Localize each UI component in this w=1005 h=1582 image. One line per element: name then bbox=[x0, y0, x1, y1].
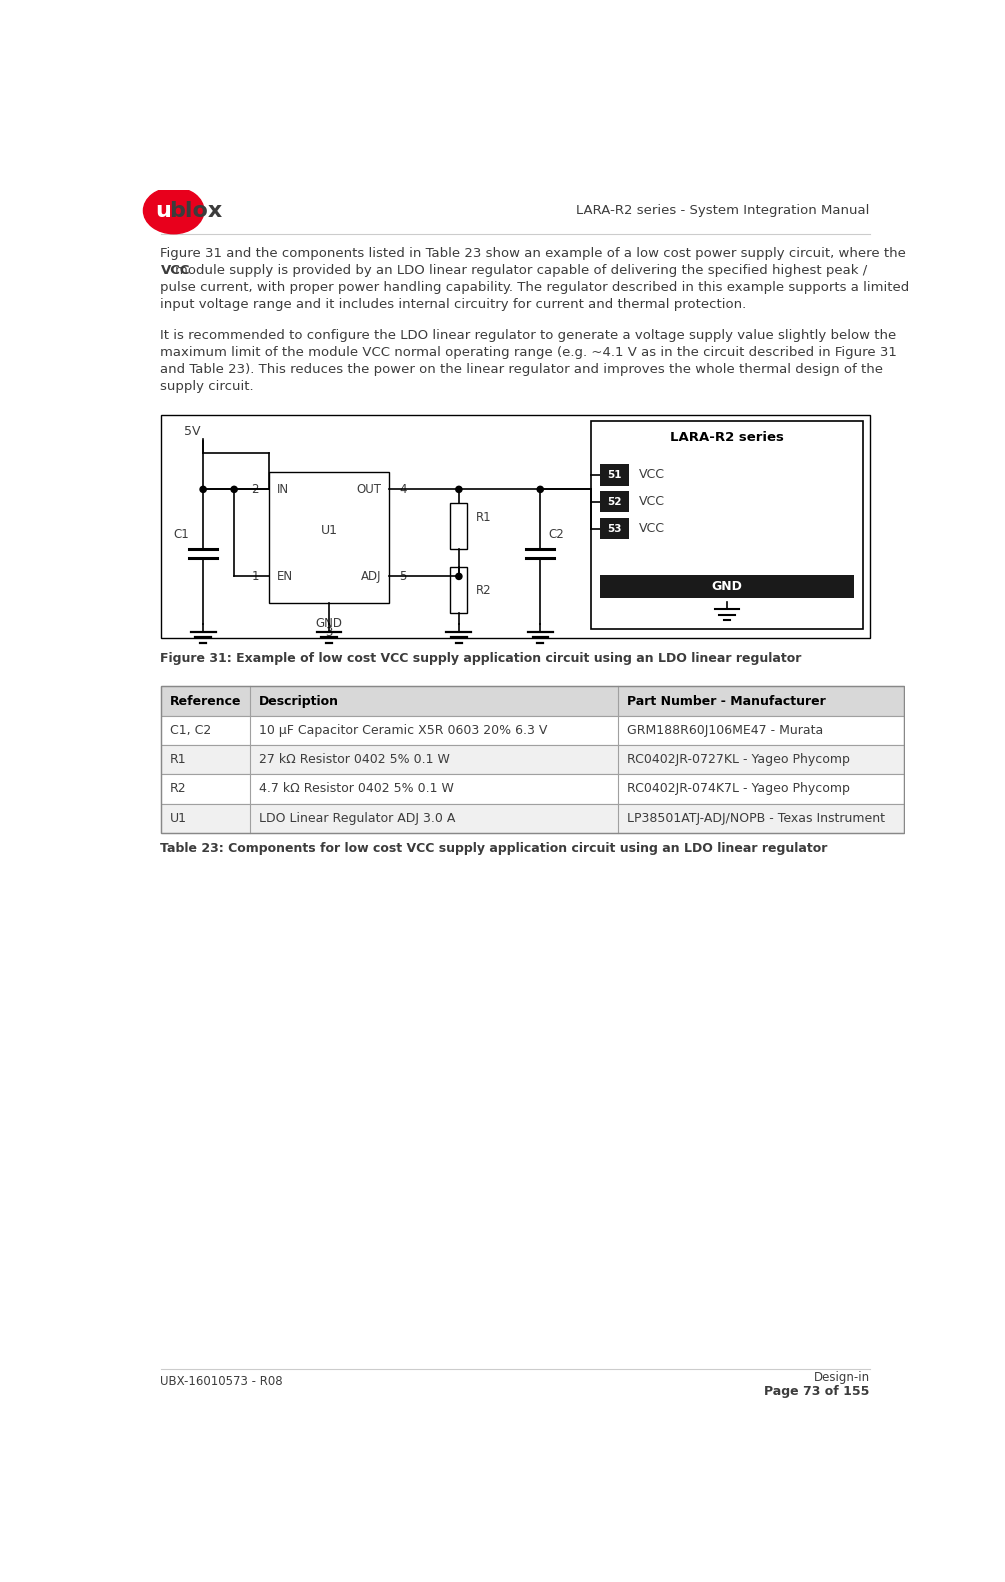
Text: LARA-R2 series: LARA-R2 series bbox=[670, 432, 784, 445]
Text: LARA-R2 series - System Integration Manual: LARA-R2 series - System Integration Manu… bbox=[576, 204, 869, 217]
Text: 5V: 5V bbox=[184, 426, 200, 438]
FancyBboxPatch shape bbox=[269, 473, 389, 603]
Text: VCC: VCC bbox=[638, 495, 664, 508]
Circle shape bbox=[456, 573, 462, 579]
Text: EN: EN bbox=[276, 570, 292, 582]
FancyBboxPatch shape bbox=[600, 517, 629, 539]
Text: and Table 23). This reduces the power on the linear regulator and improves the w: and Table 23). This reduces the power on… bbox=[161, 364, 883, 377]
FancyBboxPatch shape bbox=[161, 687, 904, 715]
Text: It is recommended to configure the LDO linear regulator to generate a voltage su: It is recommended to configure the LDO l… bbox=[161, 329, 896, 342]
Text: 51: 51 bbox=[607, 470, 622, 479]
Circle shape bbox=[231, 486, 237, 492]
Text: u: u bbox=[155, 201, 171, 220]
FancyBboxPatch shape bbox=[450, 566, 467, 614]
Text: Figure 31: Example of low cost VCC supply application circuit using an LDO linea: Figure 31: Example of low cost VCC suppl… bbox=[161, 652, 802, 664]
Text: C1: C1 bbox=[174, 527, 189, 541]
Text: 3: 3 bbox=[326, 626, 333, 639]
FancyBboxPatch shape bbox=[161, 804, 904, 832]
Text: RC0402JR-0727KL - Yageo Phycomp: RC0402JR-0727KL - Yageo Phycomp bbox=[627, 753, 850, 766]
FancyBboxPatch shape bbox=[600, 490, 629, 513]
Text: C2: C2 bbox=[548, 527, 564, 541]
Text: LDO Linear Regulator ADJ 3.0 A: LDO Linear Regulator ADJ 3.0 A bbox=[259, 812, 455, 824]
Text: 4: 4 bbox=[399, 483, 407, 495]
Text: 5: 5 bbox=[399, 570, 407, 582]
Text: VCC: VCC bbox=[638, 468, 664, 481]
Text: OUT: OUT bbox=[357, 483, 381, 495]
FancyBboxPatch shape bbox=[161, 745, 904, 774]
FancyBboxPatch shape bbox=[600, 574, 854, 598]
FancyBboxPatch shape bbox=[161, 774, 904, 804]
Text: Page 73 of 155: Page 73 of 155 bbox=[764, 1384, 869, 1397]
Circle shape bbox=[537, 486, 544, 492]
Text: 27 kΩ Resistor 0402 5% 0.1 W: 27 kΩ Resistor 0402 5% 0.1 W bbox=[259, 753, 450, 766]
Text: pulse current, with proper power handling capability. The regulator described in: pulse current, with proper power handlin… bbox=[161, 282, 910, 294]
Text: Reference: Reference bbox=[170, 694, 241, 707]
FancyBboxPatch shape bbox=[450, 503, 467, 549]
Text: Description: Description bbox=[259, 694, 339, 707]
Text: 53: 53 bbox=[607, 524, 622, 533]
Text: 52: 52 bbox=[607, 497, 622, 506]
Text: 2: 2 bbox=[251, 483, 259, 495]
FancyBboxPatch shape bbox=[161, 715, 904, 745]
Text: R1: R1 bbox=[476, 511, 491, 524]
Text: GRM188R60J106ME47 - Murata: GRM188R60J106ME47 - Murata bbox=[627, 725, 823, 737]
Text: R2: R2 bbox=[170, 783, 186, 796]
Text: LP38501ATJ-ADJ/NOPB - Texas Instrument: LP38501ATJ-ADJ/NOPB - Texas Instrument bbox=[627, 812, 885, 824]
Text: IN: IN bbox=[276, 483, 288, 495]
Text: blox: blox bbox=[169, 201, 222, 220]
Text: R2: R2 bbox=[476, 584, 491, 596]
Text: module supply is provided by an LDO linear regulator capable of delivering the s: module supply is provided by an LDO line… bbox=[175, 264, 867, 277]
Text: Figure 31 and the components listed in Table 23 show an example of a low cost po: Figure 31 and the components listed in T… bbox=[161, 247, 907, 259]
Text: U1: U1 bbox=[170, 812, 187, 824]
Text: C1, C2: C1, C2 bbox=[170, 725, 211, 737]
Text: GND: GND bbox=[316, 617, 343, 630]
Text: maximum limit of the module VCC normal operating range (e.g. ~4.1 V as in the ci: maximum limit of the module VCC normal o… bbox=[161, 346, 897, 359]
Text: input voltage range and it includes internal circuitry for current and thermal p: input voltage range and it includes inte… bbox=[161, 297, 747, 312]
Text: UBX-16010573 - R08: UBX-16010573 - R08 bbox=[161, 1375, 283, 1389]
Text: GND: GND bbox=[712, 581, 743, 593]
Text: R1: R1 bbox=[170, 753, 186, 766]
FancyBboxPatch shape bbox=[591, 421, 863, 628]
FancyBboxPatch shape bbox=[161, 414, 869, 638]
Text: Design-in: Design-in bbox=[813, 1370, 869, 1384]
Text: 1: 1 bbox=[251, 570, 259, 582]
Ellipse shape bbox=[144, 188, 204, 234]
Text: Table 23: Components for low cost VCC supply application circuit using an LDO li: Table 23: Components for low cost VCC su… bbox=[161, 842, 828, 854]
Text: VCC: VCC bbox=[161, 264, 190, 277]
FancyBboxPatch shape bbox=[600, 464, 629, 486]
Text: VCC: VCC bbox=[638, 522, 664, 535]
Circle shape bbox=[456, 486, 462, 492]
Circle shape bbox=[200, 486, 206, 492]
Text: U1: U1 bbox=[321, 524, 338, 536]
Text: supply circuit.: supply circuit. bbox=[161, 380, 254, 394]
Text: 10 µF Capacitor Ceramic X5R 0603 20% 6.3 V: 10 µF Capacitor Ceramic X5R 0603 20% 6.3… bbox=[259, 725, 548, 737]
Text: RC0402JR-074K7L - Yageo Phycomp: RC0402JR-074K7L - Yageo Phycomp bbox=[627, 783, 850, 796]
Text: 4.7 kΩ Resistor 0402 5% 0.1 W: 4.7 kΩ Resistor 0402 5% 0.1 W bbox=[259, 783, 454, 796]
Text: ADJ: ADJ bbox=[361, 570, 381, 582]
Text: Part Number - Manufacturer: Part Number - Manufacturer bbox=[627, 694, 826, 707]
